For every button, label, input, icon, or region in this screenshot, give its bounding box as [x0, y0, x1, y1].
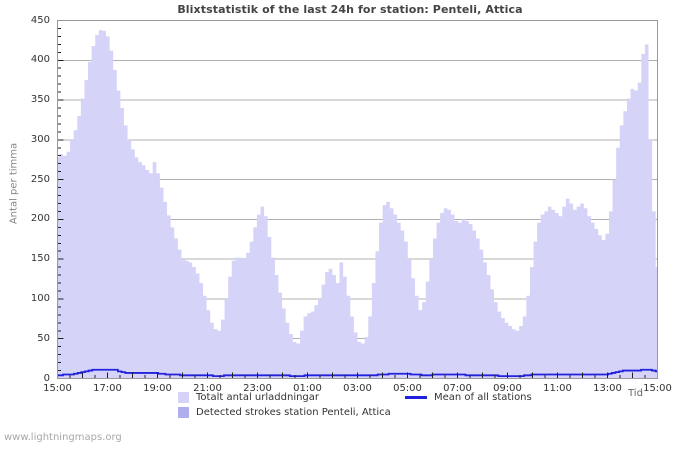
y-tick-label: 150 — [30, 253, 50, 265]
legend-label: Totalt antal urladdningar — [196, 392, 320, 403]
x-tick-label: 07:00 — [443, 382, 472, 394]
chart-legend: Totalt antal urladdningar Detected stroke… — [0, 392, 700, 422]
x-tick-label: 15:00 — [43, 382, 72, 394]
x-tick-label: 05:00 — [393, 382, 422, 394]
legend-entry[interactable]: Detected strokes station Penteli, Attica — [178, 407, 391, 418]
x-tick-label: 15:00 — [643, 382, 672, 394]
x-tick-label: 13:00 — [593, 382, 622, 394]
x-tick-label: 17:00 — [93, 382, 122, 394]
footer-url: www.lightningmaps.org — [4, 432, 122, 443]
y-tick-label: 100 — [30, 292, 50, 304]
y-tick-label: 350 — [30, 94, 50, 106]
legend-line-marker — [405, 396, 427, 399]
legend-label: Mean of all stations — [434, 392, 532, 403]
x-tick-label: 11:00 — [543, 382, 572, 394]
y-tick-label: 300 — [30, 133, 50, 145]
y-tick-label: 450 — [30, 14, 50, 26]
y-tick-label: 200 — [30, 213, 50, 225]
x-tick-label: 23:00 — [243, 382, 272, 394]
x-tick-label: 21:00 — [193, 382, 222, 394]
y-tick-label: 250 — [30, 173, 50, 185]
x-tick-label: 09:00 — [493, 382, 522, 394]
legend-entry[interactable]: Mean of all stations — [405, 392, 532, 403]
area-series-0 — [57, 30, 658, 379]
chart-title: Blixtstatistik of the last 24h for stati… — [177, 3, 523, 16]
plot-frame — [57, 20, 658, 379]
legend-entry[interactable]: Totalt antal urladdningar — [178, 392, 319, 403]
x-axis-title: Tid — [628, 388, 643, 399]
x-tick-label: 01:00 — [293, 382, 322, 394]
y-tick-label: 400 — [30, 54, 50, 66]
legend-swatch-marker — [178, 407, 189, 418]
x-tick-label: 03:00 — [343, 382, 372, 394]
series-areas — [57, 30, 658, 379]
y-tick-label: 50 — [37, 332, 50, 344]
y-tick-label: 0 — [43, 372, 50, 384]
x-tick-label: 19:00 — [143, 382, 172, 394]
legend-swatch-marker — [178, 392, 189, 403]
legend-label: Detected strokes station Penteli, Attica — [196, 407, 391, 418]
